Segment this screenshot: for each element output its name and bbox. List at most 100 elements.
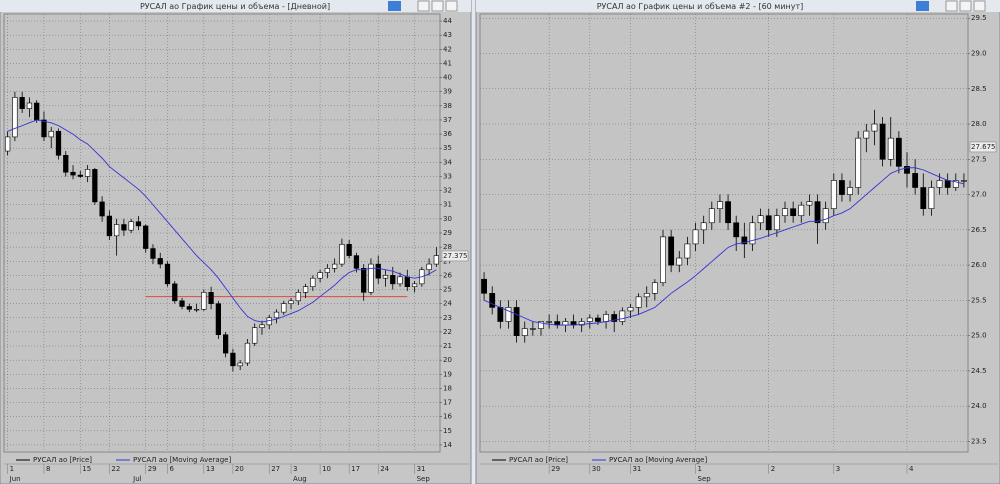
candle-body [310,277,316,287]
candle-body [912,173,919,188]
x-tick-label: 29 [148,465,157,473]
month-label: Jun [9,475,21,483]
candle-body [164,263,171,285]
candle-body [186,306,192,310]
y-tick-label: 23 [443,314,452,322]
maximize-button[interactable] [959,0,972,12]
legend-label: РУСАЛ ао [Moving Average] [133,456,231,464]
last-price-label: 27.675 [971,143,996,151]
candle-body [676,257,683,266]
candle-body [215,303,221,336]
candle-body [725,201,731,224]
candle-body [757,215,764,224]
candle-body [99,201,105,217]
y-tick-label: 16 [443,413,452,421]
y-tick-label: 18 [443,384,452,392]
candle-body [273,311,280,319]
candle-body [411,283,418,287]
candle-body [70,171,76,176]
close-button[interactable] [445,0,458,12]
candle-body [223,334,229,354]
x-tick-label: 1 [698,465,702,473]
x-tick-label: 31 [417,465,426,473]
x-tick-label: 15 [82,465,91,473]
y-tick-label: 17 [443,399,452,407]
candle-body [12,97,18,138]
candle-body [346,244,352,256]
candle-body [546,321,553,323]
candle-body [390,275,396,285]
title-bar [0,0,471,12]
y-tick-label: 38 [443,102,452,110]
candle-body [135,221,142,227]
candle-body [830,180,837,209]
candle-body [765,215,772,231]
y-tick-label: 44 [443,17,452,25]
candle-body [708,208,715,224]
x-tick-label: 6 [170,465,175,473]
candle-body [505,307,512,322]
x-tick-label: 4 [909,465,914,473]
candle-body [84,169,91,177]
maximize-button[interactable] [431,0,444,12]
candle-body [281,303,287,313]
pin-button[interactable] [916,1,929,11]
pin-button[interactable] [388,1,401,11]
y-tick-label: 41 [443,59,452,67]
y-tick-label: 19 [443,370,452,378]
candle-body [489,293,496,308]
candle-body [481,278,487,294]
candle-body [193,308,200,311]
candle-body [317,272,323,279]
candle-body [332,263,338,269]
x-tick-label: 31 [632,465,641,473]
month-label: Aug [293,475,307,483]
y-tick-label: 25 [443,286,452,294]
candle-body [733,222,740,238]
y-tick-label: 29.5 [971,14,987,22]
y-tick-label: 26.5 [971,226,987,234]
candle-body [48,130,54,138]
x-tick-label: 8 [46,465,50,473]
close-button[interactable] [973,0,986,12]
candle-body [855,137,862,188]
last-price-label: 27.375 [443,252,468,260]
candle-body [404,276,410,287]
candle-body [749,222,756,245]
y-tick-label: 20 [443,356,452,364]
candle-body [700,222,707,231]
x-tick-label: 24 [380,465,389,473]
minimize-button[interactable] [945,0,958,12]
month-label: Sep [698,475,712,483]
candle-body [814,201,821,224]
candle-body [19,97,25,109]
candle-body [230,352,236,367]
y-tick-label: 22 [443,328,452,336]
candle-body [237,362,243,367]
candle-body [114,224,120,237]
y-tick-label: 28.5 [971,85,987,93]
y-tick-label: 21 [443,342,452,350]
candle-body [208,292,214,304]
candle-body [806,201,813,206]
y-tick-label: 25.0 [971,332,987,340]
candle-body [26,102,33,109]
y-tick-label: 36 [443,130,452,138]
candle-body [741,236,748,245]
candle-body [55,130,62,156]
candle-body [562,321,569,326]
candle-body [397,276,403,285]
candle-body [603,314,609,322]
x-tick-label: 17 [351,465,360,473]
y-tick-label: 28 [443,243,452,251]
candle-body [143,225,149,249]
minimize-button[interactable] [417,0,430,12]
candle-body [382,275,389,279]
plot-area [3,13,441,453]
x-tick-label: 27 [271,465,280,473]
candle-body [128,221,134,231]
y-tick-label: 28.0 [971,120,987,128]
y-tick-label: 26.0 [971,261,987,269]
candle-body [497,307,504,322]
candle-body [952,180,959,188]
